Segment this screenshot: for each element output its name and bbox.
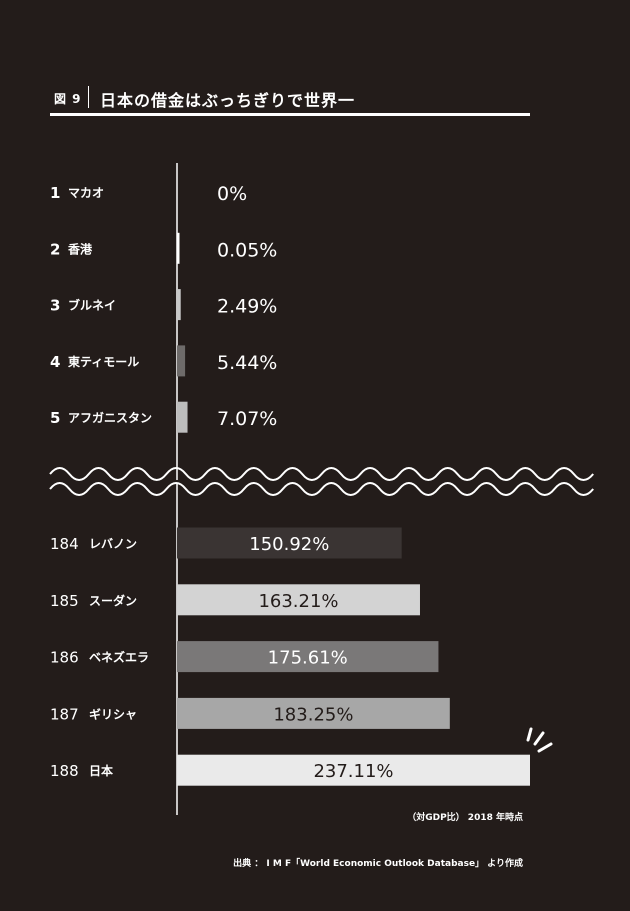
country-label: 香港 [67,241,93,256]
value-label: 175.61% [268,648,348,669]
axis-break-wave [49,467,594,481]
bar [177,345,186,377]
header-rule [50,113,530,116]
emphasis-mark [526,727,533,742]
country-label: ギリシャ [89,706,137,721]
value-label: 0.05% [217,239,277,261]
rank-label: 3 [50,297,60,315]
rank-label: 1 [50,184,60,202]
value-label: 2.49% [217,296,277,318]
rank-label: 184 [50,535,79,553]
bar [177,527,402,559]
country-label: 日本 [89,763,113,778]
country-label: ブルネイ [68,298,116,313]
bar [177,641,439,673]
value-label: 7.07% [217,408,277,430]
rank-label: 188 [50,762,79,780]
value-label: 150.92% [249,534,329,555]
bar [177,754,530,786]
axis-break-wave [49,482,594,496]
value-label: 0% [217,183,247,205]
rank-label: 187 [50,705,79,723]
emphasis-mark [533,731,545,746]
rank-label: 4 [50,353,60,371]
value-label: 163.21% [258,591,338,612]
figure-separator [88,86,89,108]
country-label: マカオ [68,186,104,200]
country-label: レバノン [89,537,137,551]
figure-label: 図 9 [54,92,82,106]
source-note: 出典 ： I M F「World Economic Outlook Databa… [233,859,523,869]
bar [177,401,188,433]
rank-label: 186 [50,649,79,667]
country-label: ベネズエラ [89,650,149,665]
value-label: 5.44% [217,352,277,374]
rank-label: 5 [50,409,60,427]
rank-label: 2 [50,240,60,258]
bar [177,289,181,321]
bar [177,584,420,616]
bar [177,697,450,729]
value-label: 183.25% [273,704,353,725]
value-label: 237.11% [313,761,393,782]
figure-header: 図 9 日本の借金はぶっちぎりで世界一 [50,86,530,114]
footnote: （対GDP比） 2018 年時点 [407,813,523,823]
emphasis-mark [537,742,553,753]
figure-title: 日本の借金はぶっちぎりで世界一 [100,91,356,110]
country-label: 東ティモール [68,354,139,369]
country-label: スーダン [89,593,137,608]
country-label: アフガニスタン [68,410,152,425]
bar [177,232,180,264]
rank-label: 185 [50,592,79,610]
